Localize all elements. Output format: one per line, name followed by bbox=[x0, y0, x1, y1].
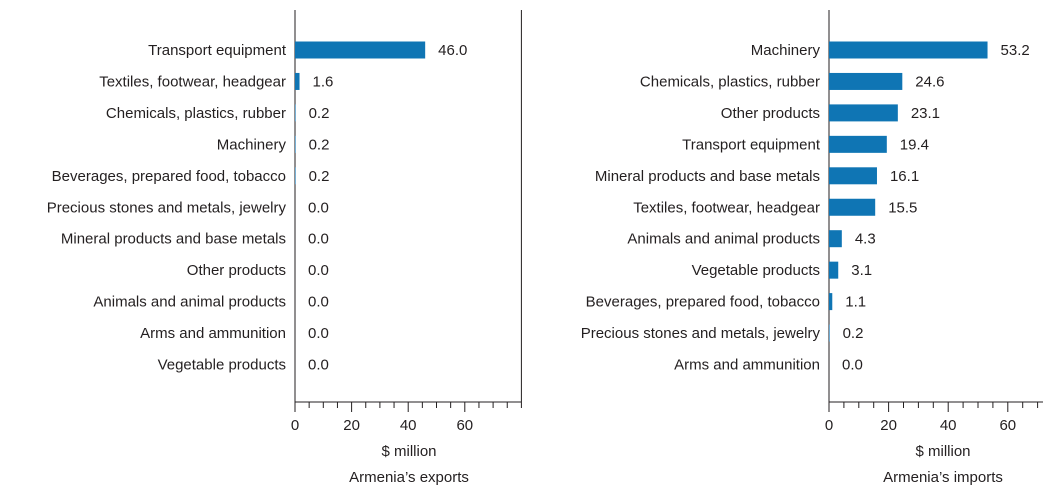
imports-value-label: 23.1 bbox=[911, 105, 940, 122]
imports-bar bbox=[829, 230, 842, 248]
exports-value-label: 0.2 bbox=[309, 168, 330, 185]
imports-bar bbox=[829, 104, 898, 122]
exports-category-label: Vegetable products bbox=[158, 357, 286, 374]
exports-category-label: Beverages, prepared food, tobacco bbox=[52, 168, 286, 185]
imports-category-label: Chemicals, plastics, rubber bbox=[640, 73, 820, 90]
exports-bar bbox=[295, 167, 296, 185]
imports-bar bbox=[829, 293, 833, 311]
imports-category-label: Other products bbox=[721, 105, 820, 122]
exports-x-axis-title: $ million bbox=[381, 443, 436, 460]
imports-bar bbox=[829, 41, 988, 59]
exports-value-label: 0.0 bbox=[308, 199, 329, 216]
imports-value-label: 19.4 bbox=[900, 136, 929, 153]
exports-category-label: Arms and ammunition bbox=[140, 325, 286, 342]
exports-bar bbox=[295, 41, 426, 59]
imports-category-label: Beverages, prepared food, tobacco bbox=[586, 294, 820, 311]
imports-category-label: Precious stones and metals, jewelry bbox=[581, 325, 821, 342]
imports-x-tick-label: 60 bbox=[999, 417, 1016, 434]
imports-bar bbox=[829, 324, 830, 342]
imports-value-label: 0.0 bbox=[842, 357, 863, 374]
exports-value-label: 0.0 bbox=[308, 231, 329, 248]
exports-category-label: Mineral products and base metals bbox=[61, 231, 286, 248]
exports-category-label: Other products bbox=[187, 262, 286, 279]
exports-x-tick-label: 60 bbox=[456, 417, 473, 434]
imports-value-label: 15.5 bbox=[888, 199, 917, 216]
exports-category-label: Chemicals, plastics, rubber bbox=[106, 105, 286, 122]
imports-value-label: 16.1 bbox=[890, 168, 919, 185]
exports-value-label: 0.0 bbox=[308, 294, 329, 311]
imports-x-tick-label: 20 bbox=[880, 417, 897, 434]
imports-chart-caption: Armenia’s imports bbox=[883, 469, 1003, 486]
exports-x-tick-label: 40 bbox=[400, 417, 417, 434]
imports-category-label: Textiles, footwear, headgear bbox=[633, 199, 820, 216]
imports-value-label: 1.1 bbox=[845, 294, 866, 311]
imports-category-label: Mineral products and base metals bbox=[595, 168, 820, 185]
imports-chart: $ million Armenia’s imports 0 20 40 60 Machi… bbox=[581, 10, 1043, 486]
imports-x-tick-label: 40 bbox=[940, 417, 957, 434]
exports-x-tick-label: 20 bbox=[343, 417, 360, 434]
imports-category-label: Transport equipment bbox=[682, 136, 821, 153]
exports-x-tick-label: 0 bbox=[291, 417, 299, 434]
imports-bar bbox=[829, 198, 876, 216]
exports-category-label: Textiles, footwear, headgear bbox=[99, 73, 286, 90]
imports-value-label: 3.1 bbox=[851, 262, 872, 279]
exports-chart: $ million Armenia’s exports 0 20 40 60 Trans… bbox=[47, 10, 522, 486]
imports-category-label: Arms and ammunition bbox=[674, 357, 820, 374]
exports-category-label: Machinery bbox=[217, 136, 287, 153]
exports-bar bbox=[295, 104, 296, 122]
imports-value-label: 0.2 bbox=[843, 325, 864, 342]
exports-value-label: 0.0 bbox=[308, 357, 329, 374]
exports-value-label: 0.0 bbox=[308, 325, 329, 342]
imports-bar bbox=[829, 135, 887, 153]
exports-value-label: 46.0 bbox=[438, 42, 467, 59]
exports-value-label: 0.2 bbox=[309, 105, 330, 122]
exports-bar bbox=[295, 135, 296, 153]
imports-value-label: 4.3 bbox=[855, 231, 876, 248]
imports-category-label: Machinery bbox=[751, 42, 821, 59]
exports-chart-caption: Armenia’s exports bbox=[349, 469, 469, 486]
imports-value-label: 53.2 bbox=[1001, 42, 1030, 59]
exports-category-label: Precious stones and metals, jewelry bbox=[47, 199, 287, 216]
imports-bar bbox=[829, 167, 877, 185]
imports-x-tick-label: 0 bbox=[825, 417, 833, 434]
exports-value-label: 1.6 bbox=[313, 73, 334, 90]
imports-bar bbox=[829, 72, 903, 90]
imports-category-label: Animals and animal products bbox=[627, 231, 820, 248]
exports-category-label: Animals and animal products bbox=[93, 294, 286, 311]
imports-x-axis-title: $ million bbox=[915, 443, 970, 460]
exports-value-label: 0.0 bbox=[308, 262, 329, 279]
imports-value-label: 24.6 bbox=[915, 73, 944, 90]
exports-value-label: 0.2 bbox=[309, 136, 330, 153]
exports-category-label: Transport equipment bbox=[148, 42, 287, 59]
imports-category-label: Vegetable products bbox=[692, 262, 820, 279]
exports-bar bbox=[295, 72, 300, 90]
imports-bar bbox=[829, 261, 839, 279]
